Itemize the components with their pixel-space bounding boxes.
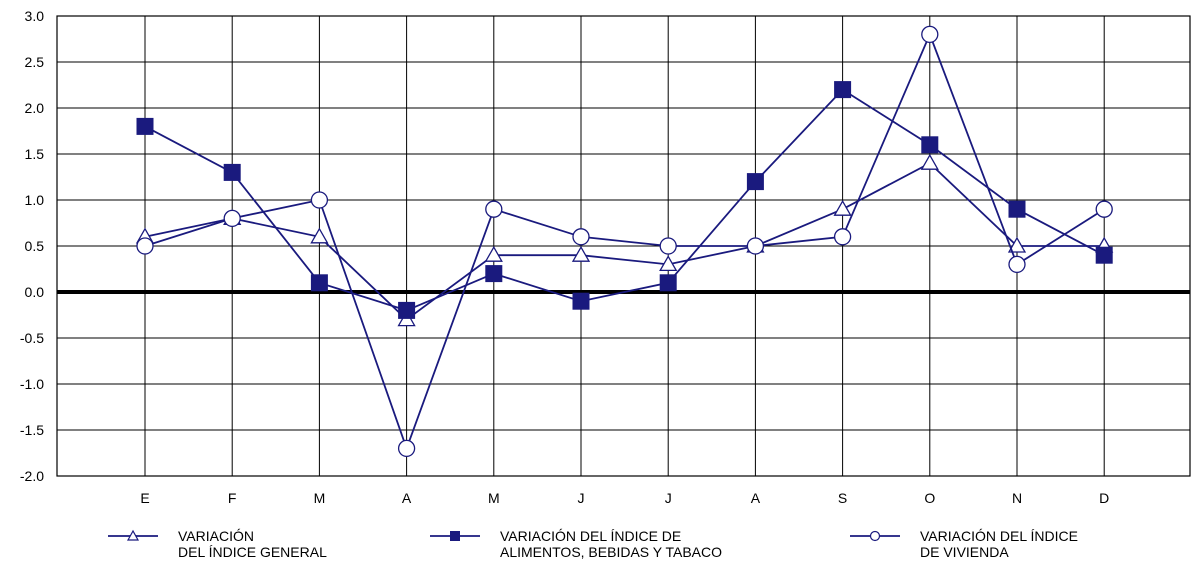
y-tick-label: -0.5	[20, 330, 44, 346]
x-tick-label: J	[578, 490, 585, 506]
data-point-triangle-marker	[920, 153, 939, 170]
data-point-circle-marker	[397, 439, 416, 458]
y-tick-label: -1.5	[20, 422, 44, 438]
data-point-circle-marker	[310, 191, 329, 209]
data-point-circle-marker	[833, 228, 852, 246]
data-point-triangle-marker	[484, 245, 503, 262]
x-tick-label: O	[924, 490, 935, 506]
data-point-triangle-marker	[571, 245, 591, 262]
y-tick-label: 0.5	[25, 238, 45, 254]
x-tick-label: J	[665, 490, 672, 506]
y-tick-label: 1.0	[25, 192, 45, 208]
data-point-square-marker	[485, 265, 503, 283]
data-point-triangle-marker	[1007, 236, 1027, 253]
y-tick-label: 2.0	[25, 100, 45, 116]
y-tick-label: 1.5	[25, 146, 45, 162]
series-line	[144, 162, 1105, 321]
series-2	[136, 81, 1113, 319]
legend-label-line1: VARIACIÓN DEL ÍNDICE	[920, 528, 1078, 544]
data-point-circle-marker	[223, 209, 241, 228]
legend-label-line1: VARIACIÓN DEL ÍNDICE DE	[500, 528, 681, 544]
series-line	[144, 88, 1105, 312]
x-tick-label: A	[751, 490, 761, 506]
data-point-square-marker	[223, 163, 241, 181]
data-point-square-marker	[572, 292, 590, 310]
data-point-triangle-marker	[659, 255, 678, 272]
y-tick-label: -2.0	[20, 468, 44, 484]
x-tick-label: M	[314, 490, 326, 506]
y-axis-tick-labels: -2.0 -1.5 -1.0 -0.5 0.0 0.5 1.0 1.5 2.0 2.5 3.0	[20, 8, 44, 484]
x-tick-label: M	[488, 490, 500, 506]
series-3	[136, 25, 1113, 458]
data-point-square-marker	[746, 173, 764, 191]
legend-label-line2: DE VIVIENDA	[920, 544, 1009, 560]
data-point-circle-marker	[1008, 255, 1026, 274]
y-tick-label: 3.0	[25, 8, 45, 24]
data-point-circle-marker	[1095, 200, 1113, 218]
legend-circle-marker	[869, 530, 881, 542]
data-point-square-marker	[834, 81, 852, 99]
grid	[56, 15, 1191, 477]
data-point-square-marker	[136, 117, 154, 135]
series-line	[144, 32, 1105, 452]
data-point-circle-marker	[572, 228, 590, 246]
data-point-square-marker	[921, 136, 939, 154]
x-tick-label: D	[1099, 490, 1109, 506]
x-tick-label: E	[140, 490, 149, 506]
data-point-square-marker	[659, 274, 677, 292]
data-point-circle-marker	[659, 237, 677, 255]
x-tick-label: N	[1012, 490, 1022, 506]
legend-square-marker	[450, 531, 460, 541]
data-point-circle-marker	[136, 237, 154, 255]
x-tick-label: F	[228, 490, 237, 506]
legend-label-line2: ALIMENTOS, BEBIDAS Y TABACO	[500, 544, 722, 560]
data-point-circle-marker	[485, 200, 503, 218]
y-tick-label: 2.5	[25, 54, 45, 70]
y-tick-label: -1.0	[20, 376, 44, 392]
legend-label-line1: VARIACIÓN	[178, 528, 254, 544]
data-point-triangle-marker	[310, 227, 329, 244]
x-tick-label: S	[838, 490, 847, 506]
data-point-circle-marker	[921, 25, 939, 44]
x-tick-label: A	[402, 490, 412, 506]
data-point-square-marker	[1008, 200, 1026, 218]
data-point-square-marker	[398, 301, 416, 319]
data-point-square-marker	[310, 274, 328, 292]
legend-triangle-marker	[126, 529, 140, 541]
series-1	[135, 153, 1114, 327]
data-point-circle-marker	[746, 237, 765, 255]
legend-label-line2: DEL ÍNDICE GENERAL	[178, 544, 327, 560]
data-point-triangle-marker	[833, 199, 852, 216]
y-tick-label: 0.0	[25, 284, 45, 300]
series-lines	[135, 25, 1114, 458]
data-point-square-marker	[1095, 246, 1113, 264]
